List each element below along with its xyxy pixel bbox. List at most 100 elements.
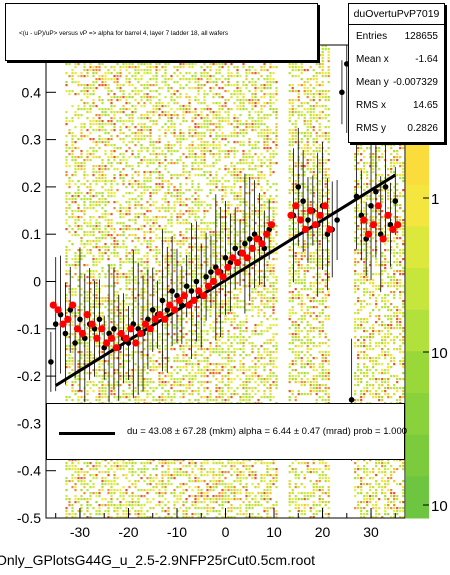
density-cell bbox=[167, 462, 170, 465]
density-cell bbox=[125, 192, 128, 195]
density-cell bbox=[104, 78, 107, 81]
density-cell bbox=[92, 147, 95, 150]
density-cell bbox=[128, 354, 131, 357]
density-cell bbox=[155, 69, 158, 72]
density-cell bbox=[173, 462, 176, 465]
density-cell bbox=[203, 315, 206, 318]
density-cell bbox=[221, 504, 224, 507]
density-cell bbox=[80, 288, 83, 291]
density-cell bbox=[83, 219, 86, 222]
density-cell bbox=[146, 231, 149, 234]
density-cell bbox=[194, 363, 197, 366]
density-cell bbox=[131, 507, 134, 510]
density-cell bbox=[83, 195, 86, 198]
density-cell bbox=[80, 132, 83, 135]
density-cell bbox=[113, 228, 116, 231]
density-cell bbox=[191, 135, 194, 138]
density-cell bbox=[179, 318, 182, 321]
density-cell bbox=[89, 231, 92, 234]
density-cell bbox=[230, 204, 233, 207]
density-cell bbox=[65, 219, 68, 222]
density-cell bbox=[131, 258, 134, 261]
density-cell bbox=[134, 87, 137, 90]
density-cell bbox=[137, 498, 140, 501]
density-cell bbox=[107, 99, 110, 102]
density-cell bbox=[110, 117, 113, 120]
density-cell bbox=[119, 378, 122, 381]
density-cell bbox=[128, 234, 131, 237]
density-cell bbox=[107, 480, 110, 483]
density-cell bbox=[110, 273, 113, 276]
density-cell bbox=[110, 468, 113, 471]
density-cell bbox=[101, 390, 104, 393]
density-cell bbox=[92, 273, 95, 276]
density-cell bbox=[80, 309, 83, 312]
density-cell bbox=[140, 315, 143, 318]
density-cell bbox=[113, 294, 116, 297]
density-cell bbox=[149, 69, 152, 72]
density-cell bbox=[158, 351, 161, 354]
density-cell bbox=[194, 399, 197, 402]
density-cell bbox=[110, 363, 113, 366]
density-cell bbox=[80, 123, 83, 126]
density-cell bbox=[185, 240, 188, 243]
density-cell bbox=[107, 258, 110, 261]
density-cell bbox=[98, 504, 101, 507]
density-cell bbox=[185, 390, 188, 393]
density-cell bbox=[197, 144, 200, 147]
density-cell bbox=[227, 156, 230, 159]
density-cell bbox=[209, 204, 212, 207]
density-cell bbox=[188, 387, 191, 390]
density-cell bbox=[215, 297, 218, 300]
density-cell bbox=[92, 486, 95, 489]
density-cell bbox=[128, 510, 131, 513]
density-cell bbox=[65, 255, 68, 258]
density-cell bbox=[167, 129, 170, 132]
density-cell bbox=[188, 81, 191, 84]
density-cell bbox=[137, 81, 140, 84]
density-cell bbox=[230, 372, 233, 375]
density-cell bbox=[125, 273, 128, 276]
density-cell bbox=[107, 483, 110, 486]
density-cell bbox=[179, 198, 182, 201]
density-cell bbox=[122, 276, 125, 279]
density-cell bbox=[140, 78, 143, 81]
density-cell bbox=[212, 75, 215, 78]
density-cell bbox=[128, 252, 131, 255]
density-cell bbox=[95, 156, 98, 159]
density-cell bbox=[113, 309, 116, 312]
density-cell bbox=[116, 189, 119, 192]
density-cell bbox=[128, 66, 131, 69]
density-cell bbox=[116, 246, 119, 249]
density-cell bbox=[65, 147, 68, 150]
density-cell bbox=[194, 123, 197, 126]
density-cell bbox=[203, 153, 206, 156]
density-cell bbox=[155, 504, 158, 507]
density-cell bbox=[215, 159, 218, 162]
density-cell bbox=[188, 213, 191, 216]
density-cell bbox=[122, 120, 125, 123]
density-cell bbox=[227, 309, 230, 312]
density-cell bbox=[95, 513, 98, 516]
density-cell bbox=[65, 345, 68, 348]
density-cell bbox=[218, 372, 221, 375]
density-cell bbox=[131, 219, 134, 222]
density-cell bbox=[143, 297, 146, 300]
density-cell bbox=[155, 255, 158, 258]
density-cell bbox=[65, 381, 68, 384]
density-cell bbox=[104, 132, 107, 135]
density-cell bbox=[104, 375, 107, 378]
density-cell bbox=[194, 78, 197, 81]
density-cell bbox=[182, 357, 185, 360]
density-cell bbox=[221, 216, 224, 219]
density-cell bbox=[140, 69, 143, 72]
density-cell bbox=[113, 93, 116, 96]
density-cell bbox=[209, 87, 212, 90]
density-cell bbox=[77, 195, 80, 198]
density-cell bbox=[227, 372, 230, 375]
density-cell bbox=[98, 198, 101, 201]
density-cell bbox=[95, 123, 98, 126]
density-cell bbox=[92, 477, 95, 480]
density-cell bbox=[104, 213, 107, 216]
density-cell bbox=[230, 147, 233, 150]
